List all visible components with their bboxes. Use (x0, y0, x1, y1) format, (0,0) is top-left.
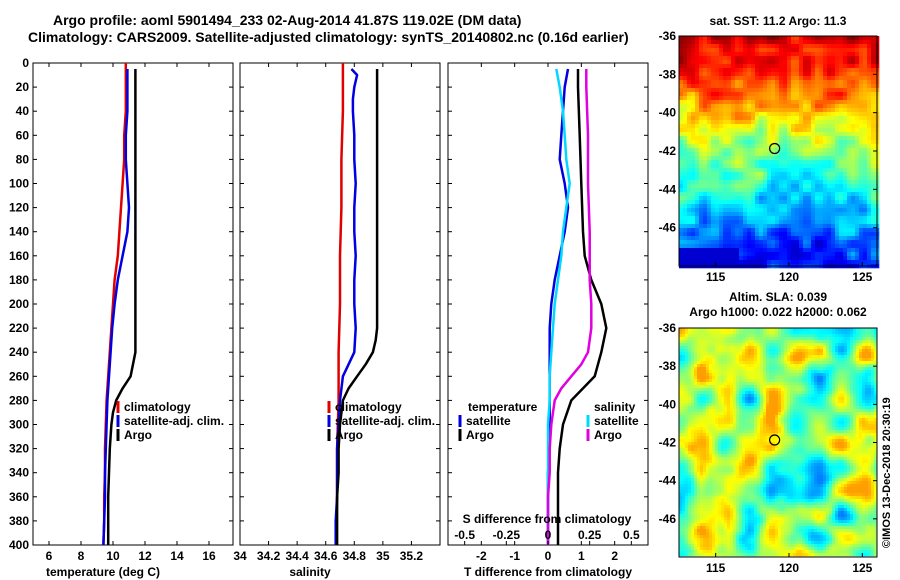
x-tick-label: 1 (578, 549, 585, 563)
credit-text: ©IMOS 13-Dec-2018 20:30:19 (881, 397, 893, 548)
map-y-tick-label: -36 (659, 29, 677, 43)
x-tick-label: 10 (106, 549, 120, 563)
diff-top-axis-tick-label: -0.25 (493, 528, 521, 542)
y-tick-label: 280 (9, 393, 29, 407)
x-axis-label: temperature (deg C) (46, 565, 160, 579)
temp-legend-label: Argo (124, 428, 152, 442)
sla-map-grid (679, 328, 878, 557)
map-y-tick-label: -42 (659, 144, 677, 158)
diff-legend-title-salinity: salinity (594, 400, 636, 414)
diff-s-legend-label: Argo (594, 428, 622, 442)
y-tick-label: 340 (9, 466, 29, 480)
diff-top-axis-tick-label: 0 (545, 528, 552, 542)
y-tick-label: 400 (9, 538, 29, 552)
y-tick-label: 100 (9, 177, 29, 191)
sal-legend-label: climatology (335, 400, 402, 414)
y-tick-label: 200 (9, 297, 29, 311)
y-tick-label: 380 (9, 514, 29, 528)
diff-series-s-argo (546, 69, 593, 545)
map-y-tick-label: -36 (659, 321, 677, 335)
y-tick-label: 0 (22, 56, 29, 70)
y-tick-label: 180 (9, 273, 29, 287)
diff-top-axis-tick-label: -0.5 (454, 528, 475, 542)
diff-legend-title-temperature: temperature (468, 400, 538, 414)
y-tick-label: 120 (9, 201, 29, 215)
map-y-tick-label: -46 (659, 512, 677, 526)
map-y-tick-label: -44 (659, 474, 677, 488)
x-tick-label: 2 (611, 549, 618, 563)
x-axis-label: salinity (289, 565, 331, 579)
sal-series-satellite-adj-clim- (334, 68, 359, 545)
map-x-tick-label: 125 (852, 270, 872, 284)
y-tick-label: 300 (9, 418, 29, 432)
map-x-tick-label: 120 (779, 561, 799, 575)
y-tick-label: 160 (9, 249, 29, 263)
sla-map-title: Altim. SLA: 0.039 (729, 290, 827, 304)
sal-legend-label: Argo (335, 428, 363, 442)
map-x-tick-label: 120 (779, 270, 799, 284)
y-tick-label: 80 (16, 152, 30, 166)
temp-legend-label: satellite-adj. clim. (124, 414, 224, 428)
sal-legend-label: satellite-adj. clim. (335, 414, 435, 428)
y-tick-label: 60 (16, 128, 30, 142)
figure-title-line2: Climatology: CARS2009. Satellite-adjuste… (28, 29, 629, 45)
y-tick-label: 140 (9, 225, 29, 239)
temp-series-satellite-adj-clim- (102, 69, 131, 546)
x-tick-label: 34.6 (314, 549, 338, 563)
x-tick-label: 34.2 (257, 549, 281, 563)
temp-legend-label: climatology (124, 400, 191, 414)
x-axis-label: T difference from climatology (464, 565, 632, 579)
sst-map-argo-marker (769, 142, 781, 155)
diff-s-legend-label: satellite (594, 414, 639, 428)
map-y-tick-label: -46 (659, 221, 677, 235)
x-tick-label: 35 (376, 549, 390, 563)
sal-series-argo (335, 69, 379, 545)
x-tick-label: 6 (46, 549, 53, 563)
x-tick-label: 34 (233, 549, 247, 563)
map-y-tick-label: -38 (659, 67, 677, 81)
diff-series-s-satellite (546, 68, 571, 545)
sla-map-subtitle: Argo h1000: 0.022 h2000: 0.062 (689, 305, 867, 319)
sla-map-argo-marker (769, 434, 781, 446)
x-tick-label: 8 (78, 549, 85, 563)
y-tick-label: 240 (9, 345, 29, 359)
map-y-tick-label: -44 (659, 182, 677, 196)
diff-t-legend-label: Argo (466, 428, 494, 442)
y-tick-label: 260 (9, 369, 29, 383)
x-tick-label: 34.8 (343, 549, 367, 563)
map-y-tick-label: -38 (659, 359, 677, 373)
sst-map-grid (679, 36, 880, 269)
y-tick-label: 20 (16, 80, 30, 94)
x-tick-label: 34.4 (285, 549, 309, 563)
x-tick-label: 14 (170, 549, 184, 563)
map-y-tick-label: -40 (659, 397, 677, 411)
temp-series-argo (106, 69, 137, 545)
y-tick-label: 320 (9, 442, 29, 456)
map-x-tick-label: 115 (706, 561, 726, 575)
map-x-tick-label: 125 (852, 561, 872, 575)
x-tick-label: 0 (545, 549, 552, 563)
y-tick-label: 40 (16, 104, 30, 118)
x-tick-label: 12 (138, 549, 152, 563)
y-tick-label: 220 (9, 321, 29, 335)
x-tick-label: 16 (202, 549, 216, 563)
x-tick-label: -2 (476, 549, 487, 563)
y-tick-label: 360 (9, 490, 29, 504)
diff-series-t-argo (556, 69, 608, 545)
map-y-tick-label: -40 (659, 106, 677, 120)
map-y-tick-label: -42 (659, 436, 677, 450)
plot-area-1 (32, 62, 234, 546)
diff-t-legend-label: satellite (466, 414, 511, 428)
map-x-tick-label: 115 (706, 270, 726, 284)
diff-top-axis-tick-label: 0.5 (623, 528, 640, 542)
diff-top-axis-tick-label: 0.25 (578, 528, 602, 542)
x-tick-label: -1 (509, 549, 520, 563)
x-tick-label: 35.2 (400, 549, 424, 563)
diff-top-axis-label: S difference from climatology (463, 512, 632, 526)
figure-title-line1: Argo profile: aoml 5901494_233 02-Aug-20… (53, 12, 522, 28)
sst-map-title: sat. SST: 11.2 Argo: 11.3 (710, 14, 847, 28)
